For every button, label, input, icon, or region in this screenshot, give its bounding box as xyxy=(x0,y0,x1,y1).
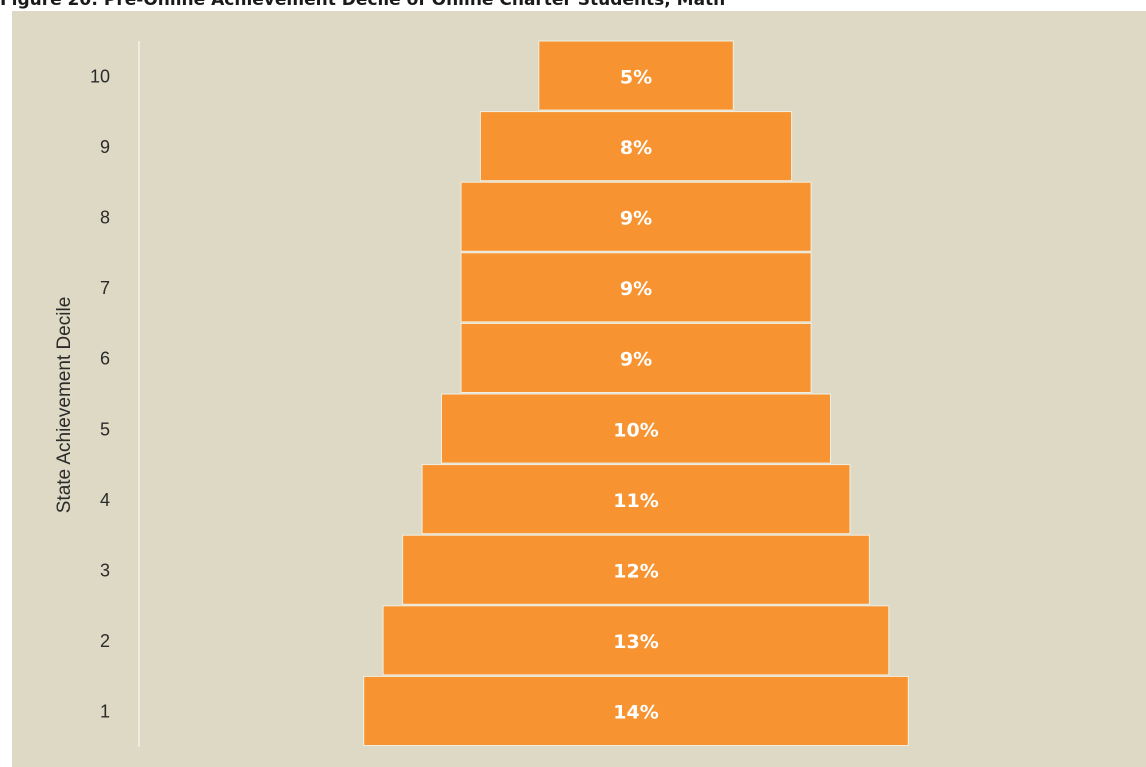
bars-group: 14% 1 13% 2 12% 3 11% 4 10% 5 9% 6 9% 7 9% 8 8% 9 5% 10 xyxy=(90,40,909,747)
bar-decile-1 xyxy=(363,675,909,747)
y-tick-label-6: 6 xyxy=(100,349,110,369)
y-tick-label-4: 4 xyxy=(100,490,110,510)
y-tick-label-2: 2 xyxy=(100,631,110,651)
bar-decile-8 xyxy=(460,181,812,252)
bar-decile-2 xyxy=(382,605,890,676)
y-tick-label-8: 8 xyxy=(100,208,110,228)
bar-decile-7 xyxy=(460,252,812,323)
bar-decile-10 xyxy=(538,40,734,111)
data-label-decile-9: 8% xyxy=(620,137,652,159)
data-label-decile-10: 5% xyxy=(620,66,652,88)
y-tick-label-5: 5 xyxy=(100,419,110,439)
data-label-decile-6: 9% xyxy=(620,349,652,371)
chart-title: Figure 20: Pre-Online Achievement Decile… xyxy=(0,0,726,10)
data-label-decile-2: 13% xyxy=(613,631,658,653)
data-label-decile-7: 9% xyxy=(620,278,652,300)
y-tick-label-7: 7 xyxy=(100,278,110,298)
bar-decile-5 xyxy=(441,393,831,464)
y-tick-label-9: 9 xyxy=(100,137,110,157)
y-tick-label-1: 1 xyxy=(100,702,110,722)
data-label-decile-8: 9% xyxy=(620,208,652,230)
bar-decile-6 xyxy=(460,322,812,393)
data-label-decile-1: 14% xyxy=(613,702,658,724)
bar-decile-4 xyxy=(421,464,851,535)
y-axis-label: State Achievement Decile xyxy=(54,297,75,514)
y-tick-label-10: 10 xyxy=(90,66,110,86)
data-label-decile-4: 11% xyxy=(613,490,658,512)
bar-decile-9 xyxy=(479,111,793,182)
bar-decile-3 xyxy=(402,534,870,605)
y-tick-label-3: 3 xyxy=(100,561,110,581)
data-label-decile-3: 12% xyxy=(613,561,658,583)
data-label-decile-5: 10% xyxy=(613,419,658,441)
chart-svg: State Achievement Decile 14% 1 13% 2 12% 3 11%… xyxy=(54,40,909,747)
chart-panel: State Achievement Decile 14% 1 13% 2 12% 3 11%… xyxy=(12,11,1146,767)
